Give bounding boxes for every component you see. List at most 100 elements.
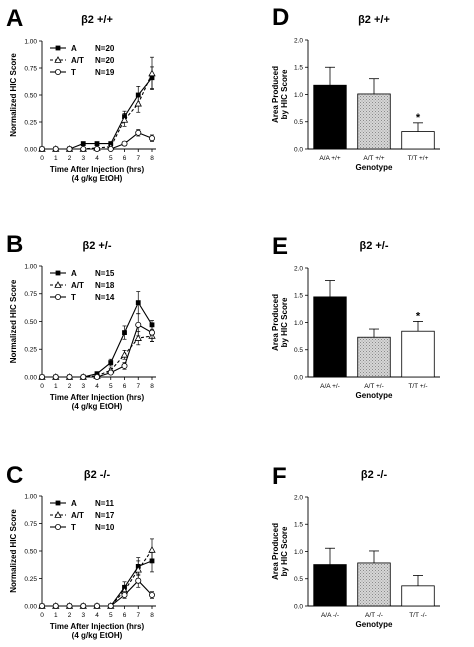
y-tick-label: 1.5 (294, 293, 303, 300)
x-axis-label: Genotype (356, 391, 393, 400)
bar-group-0: A/A +/+ (313, 66, 347, 162)
x-tick-label: A/A -/- (321, 612, 339, 619)
marker-circle (66, 603, 73, 610)
marker-circle (107, 369, 114, 376)
x-tick-label: 0 (40, 155, 44, 162)
marker-circle (148, 329, 155, 336)
y-tick-label: 0.00 (24, 374, 37, 381)
x-axis-label: Genotype (356, 163, 393, 172)
marker-triangle (120, 350, 129, 358)
y-tick-label: 0.75 (24, 65, 37, 72)
y-tick-label: 0.75 (24, 521, 37, 528)
marker-triangle (134, 565, 142, 573)
bar-group-1: A/T +/- (357, 328, 391, 390)
legend-n: N=19 (95, 68, 115, 77)
marker-square (122, 330, 127, 335)
bar (401, 131, 435, 150)
y-tick-label: 0.25 (24, 119, 37, 126)
y-tick-label: 2.0 (294, 37, 303, 44)
marker-circle (148, 592, 155, 599)
x-tick-label: 6 (123, 155, 127, 162)
chart-title: β2 +/- (359, 240, 388, 252)
y-tick-label: 0.5 (294, 119, 303, 126)
x-tick-label: 5 (109, 612, 113, 619)
y-tick-label: 1.0 (294, 549, 303, 556)
marker-triangle (148, 546, 156, 553)
bar-group-0: A/A -/- (313, 547, 347, 619)
x-tick-label: A/T +/+ (363, 155, 384, 162)
chart-title: β2 -/- (361, 469, 388, 481)
marker-triangle (134, 99, 142, 107)
legend-item-A: A N=20 (50, 44, 115, 53)
y-axis-label: Normalized HIC Score (9, 509, 18, 593)
bar-group-2: T/T +/- * (401, 310, 435, 390)
series-line (42, 335, 153, 378)
y-tick-label: 2.0 (294, 265, 303, 272)
marker-square (135, 300, 141, 306)
y-tick-label: 0.00 (24, 603, 37, 610)
y-axis-label-line1: Area Produced (271, 523, 280, 580)
y-axis-label-line2: by HIC Score (280, 69, 289, 119)
y-tick-label: 1.00 (24, 493, 37, 500)
marker-circle (80, 373, 87, 380)
chart-title: β2 +/- (82, 240, 111, 252)
bar-group-2: T/T +/+ * (401, 112, 435, 162)
panel-label: C (6, 462, 23, 489)
y-tick-label: 0.0 (294, 374, 303, 381)
marker-circle (135, 577, 142, 584)
series-T (39, 129, 155, 152)
legend-item-T: T N=10 (50, 523, 115, 532)
bar (313, 564, 347, 607)
legend-item-T: T N=14 (50, 293, 115, 302)
legend-label: A/T (71, 511, 84, 520)
marker-triangle (120, 116, 129, 123)
x-tick-label: 4 (95, 383, 99, 390)
legend-n: N=14 (95, 293, 115, 302)
y-tick-label: 0.5 (294, 576, 303, 583)
marker-circle (39, 603, 46, 610)
marker-circle (121, 592, 128, 599)
x-tick-label: A/T -/- (365, 612, 383, 619)
x-tick-label: 2 (68, 383, 72, 390)
legend-item-A: A N=15 (50, 269, 115, 278)
chart-title: β2 -/- (84, 469, 111, 481)
marker-square (108, 360, 114, 365)
x-tick-label: 4 (95, 612, 99, 619)
legend-n: N=20 (95, 56, 115, 65)
chart-title: β2 +/+ (358, 14, 390, 26)
marker-circle (55, 293, 62, 300)
y-tick-label: 0.50 (24, 548, 37, 555)
series-T (39, 573, 155, 610)
y-tick-label: 0.0 (294, 146, 303, 153)
x-tick-label: 7 (136, 155, 140, 162)
x-axis-label-sub: (4 g/kg EtOH) (72, 402, 123, 411)
x-tick-label: 6 (123, 383, 127, 390)
legend-item-A/T: A/T N=18 (50, 281, 115, 290)
marker-circle (107, 603, 114, 610)
y-tick-label: 0.5 (294, 347, 303, 354)
y-tick-label: 0.25 (24, 347, 37, 354)
legend-label: T (71, 293, 76, 302)
marker-circle (94, 373, 101, 380)
marker-square (94, 141, 100, 146)
marker-circle (94, 603, 101, 610)
marker-triangle (148, 69, 156, 77)
y-axis-label-line1: Area Produced (271, 294, 280, 351)
legend-n: N=18 (95, 281, 115, 290)
marker-square (55, 270, 61, 276)
x-tick-label: 7 (136, 612, 140, 619)
x-tick-label: 1 (54, 383, 58, 390)
series-A/T (38, 538, 156, 609)
panel-label: F (272, 463, 287, 490)
y-tick-label: 1.00 (24, 38, 37, 45)
x-tick-label: 0 (40, 383, 44, 390)
legend-item-A: A N=11 (50, 499, 114, 508)
x-tick-label: 6 (123, 612, 127, 619)
x-tick-label: 4 (95, 155, 99, 162)
bar (313, 84, 347, 150)
y-tick-label: 1.0 (294, 92, 303, 99)
